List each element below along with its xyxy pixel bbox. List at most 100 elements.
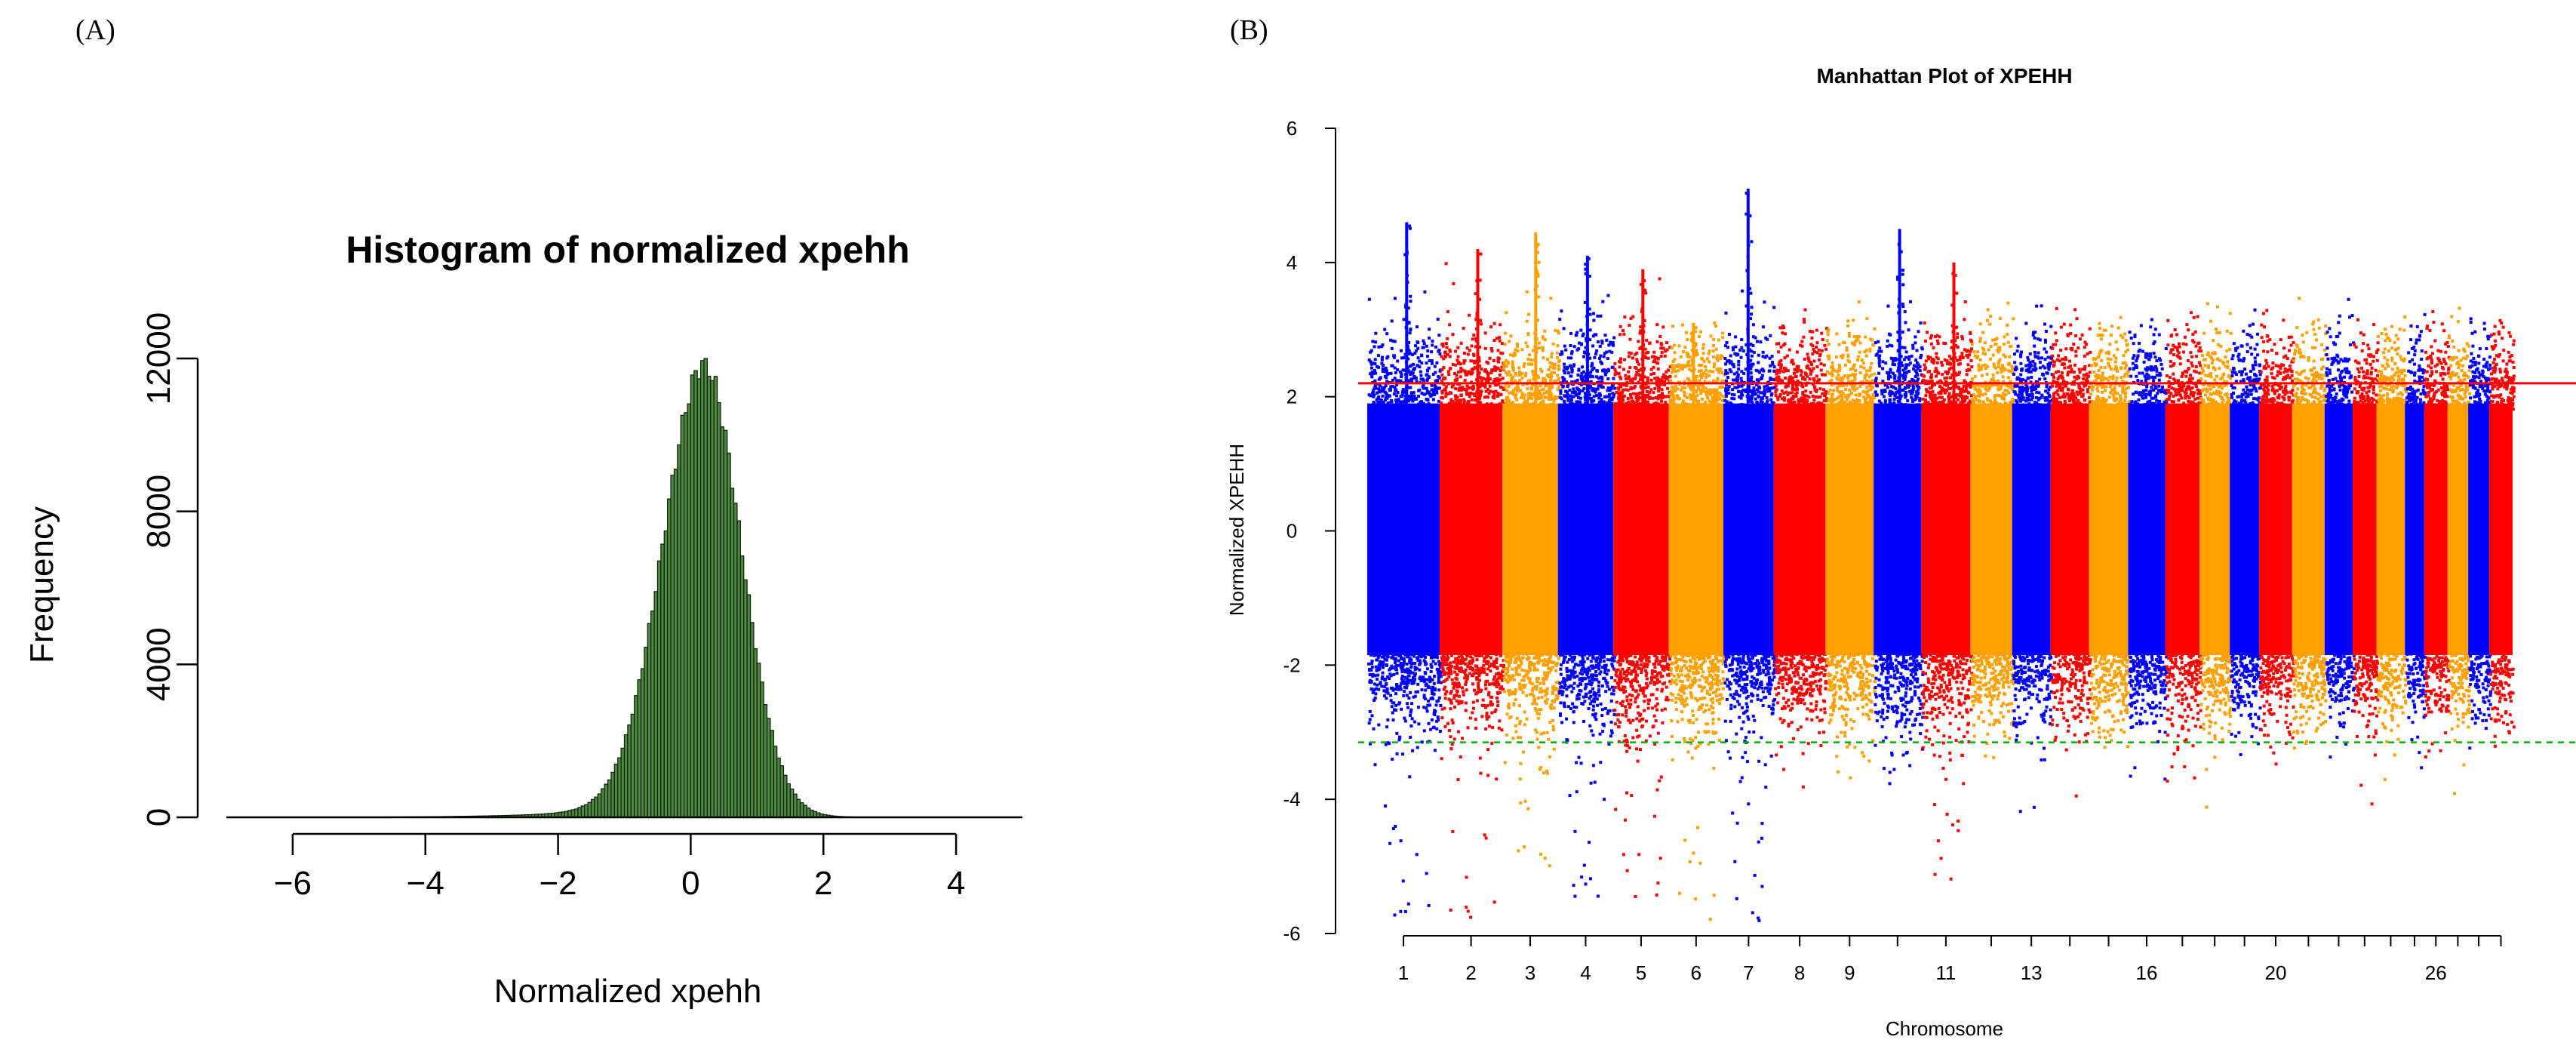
snp-point [1606, 386, 1610, 390]
snp-point [1633, 405, 1636, 409]
snp-point [1749, 400, 1753, 404]
snp-point [1496, 700, 1500, 703]
snp-point [1480, 666, 1483, 670]
snp-point [1609, 651, 1612, 654]
snp-point [1619, 651, 1623, 654]
snp-point [1454, 401, 1458, 404]
snp-point [1372, 371, 1376, 375]
snp-point [1639, 385, 1643, 389]
snp-point [1492, 663, 1496, 666]
snp-point [1717, 687, 1721, 691]
snp-point [1423, 671, 1427, 675]
snp-point [1688, 380, 1692, 383]
snp-point [1639, 687, 1643, 691]
snp-point [1766, 387, 1770, 391]
snp-point [1570, 672, 1573, 675]
snp-point [1520, 395, 1524, 399]
snp-point [1485, 370, 1489, 374]
snp-point [1582, 355, 1585, 358]
snp-point [1445, 678, 1449, 681]
snp-point [1689, 364, 1692, 368]
snp-point [1497, 360, 1500, 364]
snp-point [1636, 673, 1640, 677]
snp-point [1368, 718, 1372, 721]
snp-point [1396, 359, 1400, 363]
snp-point [1400, 675, 1404, 678]
snp-point [1565, 687, 1569, 691]
snp-point [1566, 367, 1569, 371]
snp-point [1611, 685, 1614, 689]
snp-point [1455, 399, 1459, 403]
snp-point [1750, 354, 1754, 358]
snp-point [1486, 388, 1490, 391]
snp-point [1445, 651, 1449, 654]
snp-point [1768, 678, 1772, 682]
snp-point [1384, 374, 1387, 378]
snp-point [1475, 676, 1479, 679]
snp-point [1670, 667, 1673, 671]
snp-point [1750, 306, 1754, 309]
snp-point [1579, 383, 1583, 386]
snp-point [1598, 732, 1602, 736]
snp-point [1676, 720, 1680, 724]
snp-point [1735, 700, 1739, 703]
snp-point [1578, 400, 1582, 404]
snp-point [1672, 681, 1676, 684]
snp-point [1391, 378, 1394, 382]
snp-point [1569, 374, 1573, 378]
snp-point [1549, 297, 1553, 300]
snp-point [1665, 698, 1668, 702]
snp-point [1695, 349, 1698, 352]
snp-point [1592, 697, 1596, 701]
snp-point [1478, 364, 1481, 368]
snp-point [1418, 359, 1422, 363]
snp-point [1763, 392, 1766, 395]
snp-point [1548, 392, 1551, 395]
snp-point [1652, 681, 1656, 684]
snp-point [1771, 361, 1774, 365]
snp-point [1516, 343, 1519, 346]
histogram-bar [587, 801, 592, 818]
snp-point [1769, 393, 1773, 397]
snp-point [1503, 658, 1507, 662]
snp-point [1710, 669, 1714, 672]
snp-point [1701, 397, 1704, 401]
snp-point [1386, 718, 1390, 721]
snp-point [1649, 372, 1653, 376]
snp-point [1437, 349, 1440, 353]
snp-point [1694, 351, 1698, 355]
snp-point [1700, 703, 1704, 707]
snp-point [1388, 668, 1391, 672]
snp-point [1629, 316, 1633, 320]
snp-point [1561, 380, 1565, 383]
snp-point [1738, 657, 1741, 660]
snp-point [1741, 657, 1745, 661]
snp-point [1392, 355, 1396, 359]
snp-point [1396, 652, 1400, 656]
snp-point [1732, 372, 1736, 376]
histogram-bar [733, 503, 738, 818]
snp-point [1440, 395, 1443, 399]
snp-point [1526, 400, 1529, 404]
snp-point [1493, 665, 1496, 669]
snp-point [1636, 360, 1639, 364]
snp-point [1536, 274, 1540, 278]
snp-point [1686, 395, 1689, 399]
snp-point [1557, 385, 1561, 389]
snp-point [1426, 349, 1430, 352]
snp-point [1586, 406, 1590, 410]
snp-point [1761, 660, 1764, 664]
snp-point [1705, 691, 1709, 695]
snp-point [1628, 403, 1632, 407]
snp-point [1719, 385, 1723, 389]
snp-point [1639, 718, 1643, 721]
snp-point [1461, 660, 1465, 663]
snp-point [1628, 693, 1632, 697]
manhattan-points [1367, 189, 2516, 922]
snp-point [1721, 687, 1725, 691]
snp-point [1422, 407, 1425, 411]
snp-point [1542, 356, 1545, 360]
snp-point [1443, 355, 1447, 358]
snp-point [1692, 404, 1696, 407]
snp-point [1631, 718, 1635, 722]
